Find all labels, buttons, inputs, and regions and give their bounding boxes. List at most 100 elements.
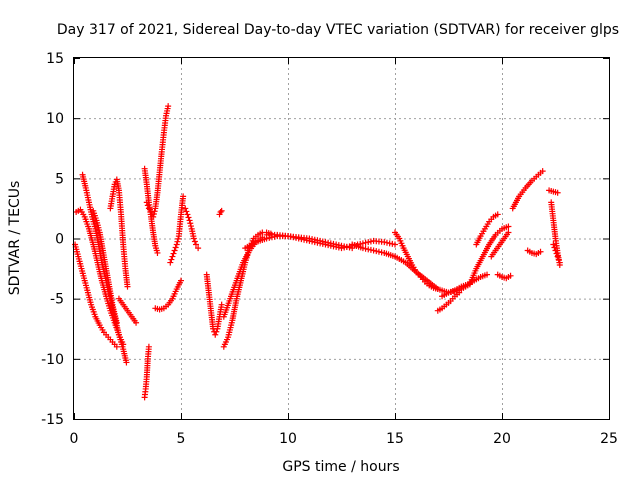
data-point-marker (184, 211, 191, 218)
data-point-marker (172, 244, 179, 251)
series-arc-30 (548, 199, 563, 268)
data-point-marker (144, 202, 151, 209)
data-point-marker (362, 245, 369, 252)
series-arc-7 (141, 343, 152, 401)
series-arc-4 (90, 207, 120, 326)
data-point-marker (383, 239, 390, 246)
data-point-marker (170, 250, 177, 257)
data-point-marker (113, 343, 120, 350)
x-axis-label: GPS time / hours (282, 459, 399, 475)
data-point-marker (373, 248, 380, 255)
series-arc-5 (107, 176, 131, 290)
data-point-marker (556, 259, 563, 266)
x-tick-label: 15 (386, 431, 404, 447)
chart-title: Day 317 of 2021, Sidereal Day-to-day VTE… (57, 22, 619, 38)
data-point-marker (314, 239, 321, 246)
data-point-marker (484, 271, 491, 278)
series-arc-23 (466, 223, 512, 288)
y-tick-label: 10 (46, 111, 64, 127)
data-point-marker (171, 247, 178, 254)
data-point-marker (213, 328, 220, 335)
data-point-marker (552, 247, 559, 254)
data-point-marker (365, 239, 372, 246)
data-point-marker (151, 208, 158, 215)
x-tick-label: 0 (70, 431, 79, 447)
data-point-marker (154, 249, 161, 256)
data-point-marker (175, 235, 182, 242)
data-point-marker (333, 243, 340, 250)
data-point-marker (182, 205, 189, 212)
series-arc-13 (203, 271, 225, 338)
data-point-marker (317, 240, 324, 247)
data-point-marker (195, 245, 202, 252)
data-point-marker (174, 238, 181, 245)
series-arc-28 (524, 247, 544, 258)
data-point-marker (551, 244, 558, 251)
data-point-marker (173, 241, 180, 248)
data-point-marker (359, 245, 366, 252)
series-arc-6 (115, 295, 140, 326)
data-point-marker (370, 247, 377, 254)
data-point-marker (494, 211, 501, 218)
series-arc-16 (220, 234, 266, 320)
data-point-marker (325, 242, 332, 249)
data-point-marker (550, 241, 557, 248)
data-point-marker (303, 237, 310, 244)
series-arc-14 (216, 207, 225, 218)
data-point-marker (362, 239, 369, 246)
data-point-marker (185, 214, 192, 221)
series-arc-27 (509, 168, 546, 212)
data-point-marker (335, 244, 342, 251)
data-point-marker (218, 207, 225, 214)
series-arc-8 (141, 165, 161, 256)
data-point-marker (165, 103, 172, 110)
series-arc-24 (473, 211, 501, 248)
data-point-marker (367, 238, 374, 245)
data-point-marker (553, 250, 560, 257)
data-point-marker (145, 205, 152, 212)
y-tick-label: 5 (55, 171, 64, 187)
data-point-marker (183, 208, 190, 215)
y-tick-label: -10 (41, 352, 64, 368)
series-arc-11 (167, 193, 187, 266)
data-point-marker (212, 331, 219, 338)
data-point-marker (555, 256, 562, 263)
data-point-marker (167, 259, 174, 266)
data-point-marker (319, 240, 326, 247)
data-point-marker (381, 239, 388, 246)
data-point-marker (298, 236, 305, 243)
x-tick-label: 10 (279, 431, 297, 447)
series-arc-22 (439, 271, 491, 300)
data-point-marker (327, 242, 334, 249)
x-tick-label: 25 (600, 431, 618, 447)
y-tick-label: -15 (41, 412, 64, 428)
data-point-marker (293, 234, 300, 241)
data-point-marker (218, 301, 225, 308)
data-point-marker (554, 253, 561, 260)
data-point-marker (309, 238, 316, 245)
y-tick-label: 15 (46, 51, 64, 67)
y-tick-label: -5 (50, 292, 64, 308)
data-point-marker (434, 286, 441, 293)
series-arc-10 (152, 277, 184, 313)
data-point-marker (150, 213, 157, 220)
data-point-marker (343, 243, 350, 250)
data-point-marker (187, 220, 194, 227)
data-point-marker (505, 229, 512, 236)
data-point-marker (367, 246, 374, 253)
data-point-marker (554, 189, 561, 196)
data-point-marker (306, 237, 313, 244)
data-point-marker (311, 239, 318, 246)
data-point-marker (190, 235, 197, 242)
series-arc-29 (546, 187, 561, 196)
y-axis-label: SDTVAR / TECUs (7, 181, 23, 296)
data-point-marker (169, 253, 176, 260)
series-arc-20 (392, 229, 441, 293)
series-arc-31 (550, 241, 563, 266)
grid-lines (74, 58, 609, 419)
data-point-marker (123, 359, 130, 366)
data-point-marker (143, 199, 150, 206)
data-point-marker (187, 223, 194, 230)
data-point-marker (192, 241, 199, 248)
data-point-marker (389, 240, 396, 247)
